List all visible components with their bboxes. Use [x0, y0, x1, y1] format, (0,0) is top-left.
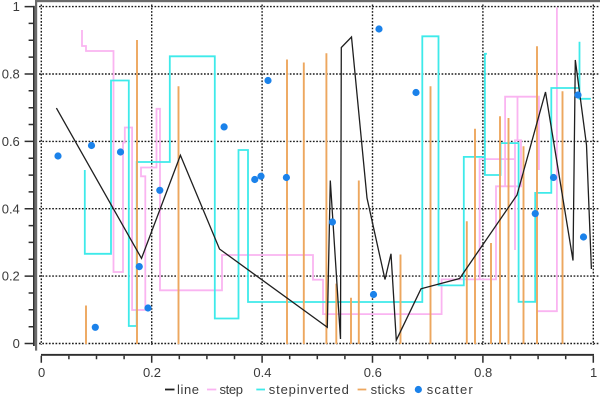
- svg-text:0.6: 0.6: [364, 365, 382, 380]
- svg-text:0.8: 0.8: [474, 365, 492, 380]
- svg-text:sticks: sticks: [371, 382, 406, 397]
- svg-text:line: line: [177, 382, 199, 397]
- svg-text:step: step: [220, 382, 244, 397]
- svg-text:0.8: 0.8: [2, 67, 20, 82]
- svg-text:0: 0: [38, 365, 45, 380]
- svg-text:0.6: 0.6: [2, 134, 20, 149]
- svg-text:0.4: 0.4: [2, 201, 20, 216]
- svg-text:0.2: 0.2: [143, 365, 161, 380]
- svg-text:1: 1: [590, 365, 597, 380]
- svg-text:0.4: 0.4: [253, 365, 271, 380]
- svg-text:stepinverted: stepinverted: [269, 382, 349, 397]
- svg-text:0.2: 0.2: [2, 269, 20, 284]
- svg-text:1: 1: [13, 0, 20, 14]
- svg-text:scatter: scatter: [427, 382, 474, 397]
- svg-text:0: 0: [13, 336, 20, 351]
